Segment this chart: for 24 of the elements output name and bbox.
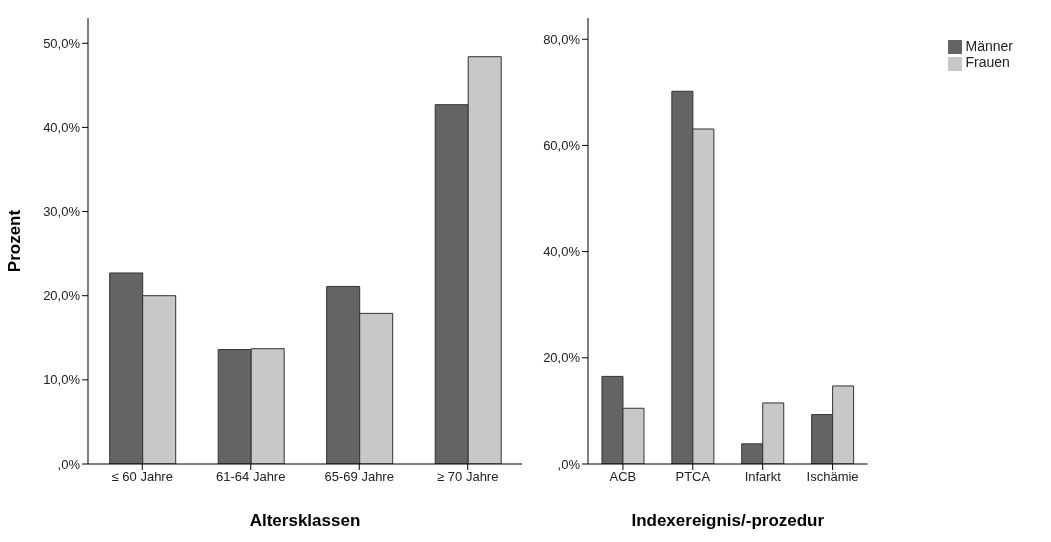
x-tick-label: Infarkt [744,469,782,485]
legend-label: Männer [965,38,1013,54]
x-axis-title: Altersklassen [249,511,361,530]
y-tick-label: 40,0% [543,244,581,260]
x-tick-label: ≤ 60 Jahre [111,469,173,485]
y-tick-label: ,0% [557,456,581,472]
y-tick-label: 30,0% [43,204,81,220]
y-tick-label: 40,0% [43,120,81,136]
y-tick-label: 20,0% [43,288,81,304]
y-tick-label: 50,0% [43,35,81,51]
x-tick-label: 61-64 Jahre [216,469,286,485]
y-tick-label: 10,0% [43,372,81,388]
x-axis-title: Indexereignis/-prozedur [631,511,825,530]
y-tick-label: 20,0% [543,350,581,366]
y-tick-label: 60,0% [543,138,581,154]
legend-label: Frauen [965,54,1010,71]
y-tick-label: ,0% [57,456,81,472]
y-tick-label: 80,0% [543,31,581,47]
x-tick-label: 65-69 Jahre [324,469,394,485]
x-tick-label: Ischämie [806,469,859,485]
x-tick-label: PTCA [675,469,711,485]
x-tick-label: ACB [609,469,637,485]
x-tick-label: ≥ 70 Jahre [437,469,499,485]
y-axis-title: Prozent [5,209,25,273]
